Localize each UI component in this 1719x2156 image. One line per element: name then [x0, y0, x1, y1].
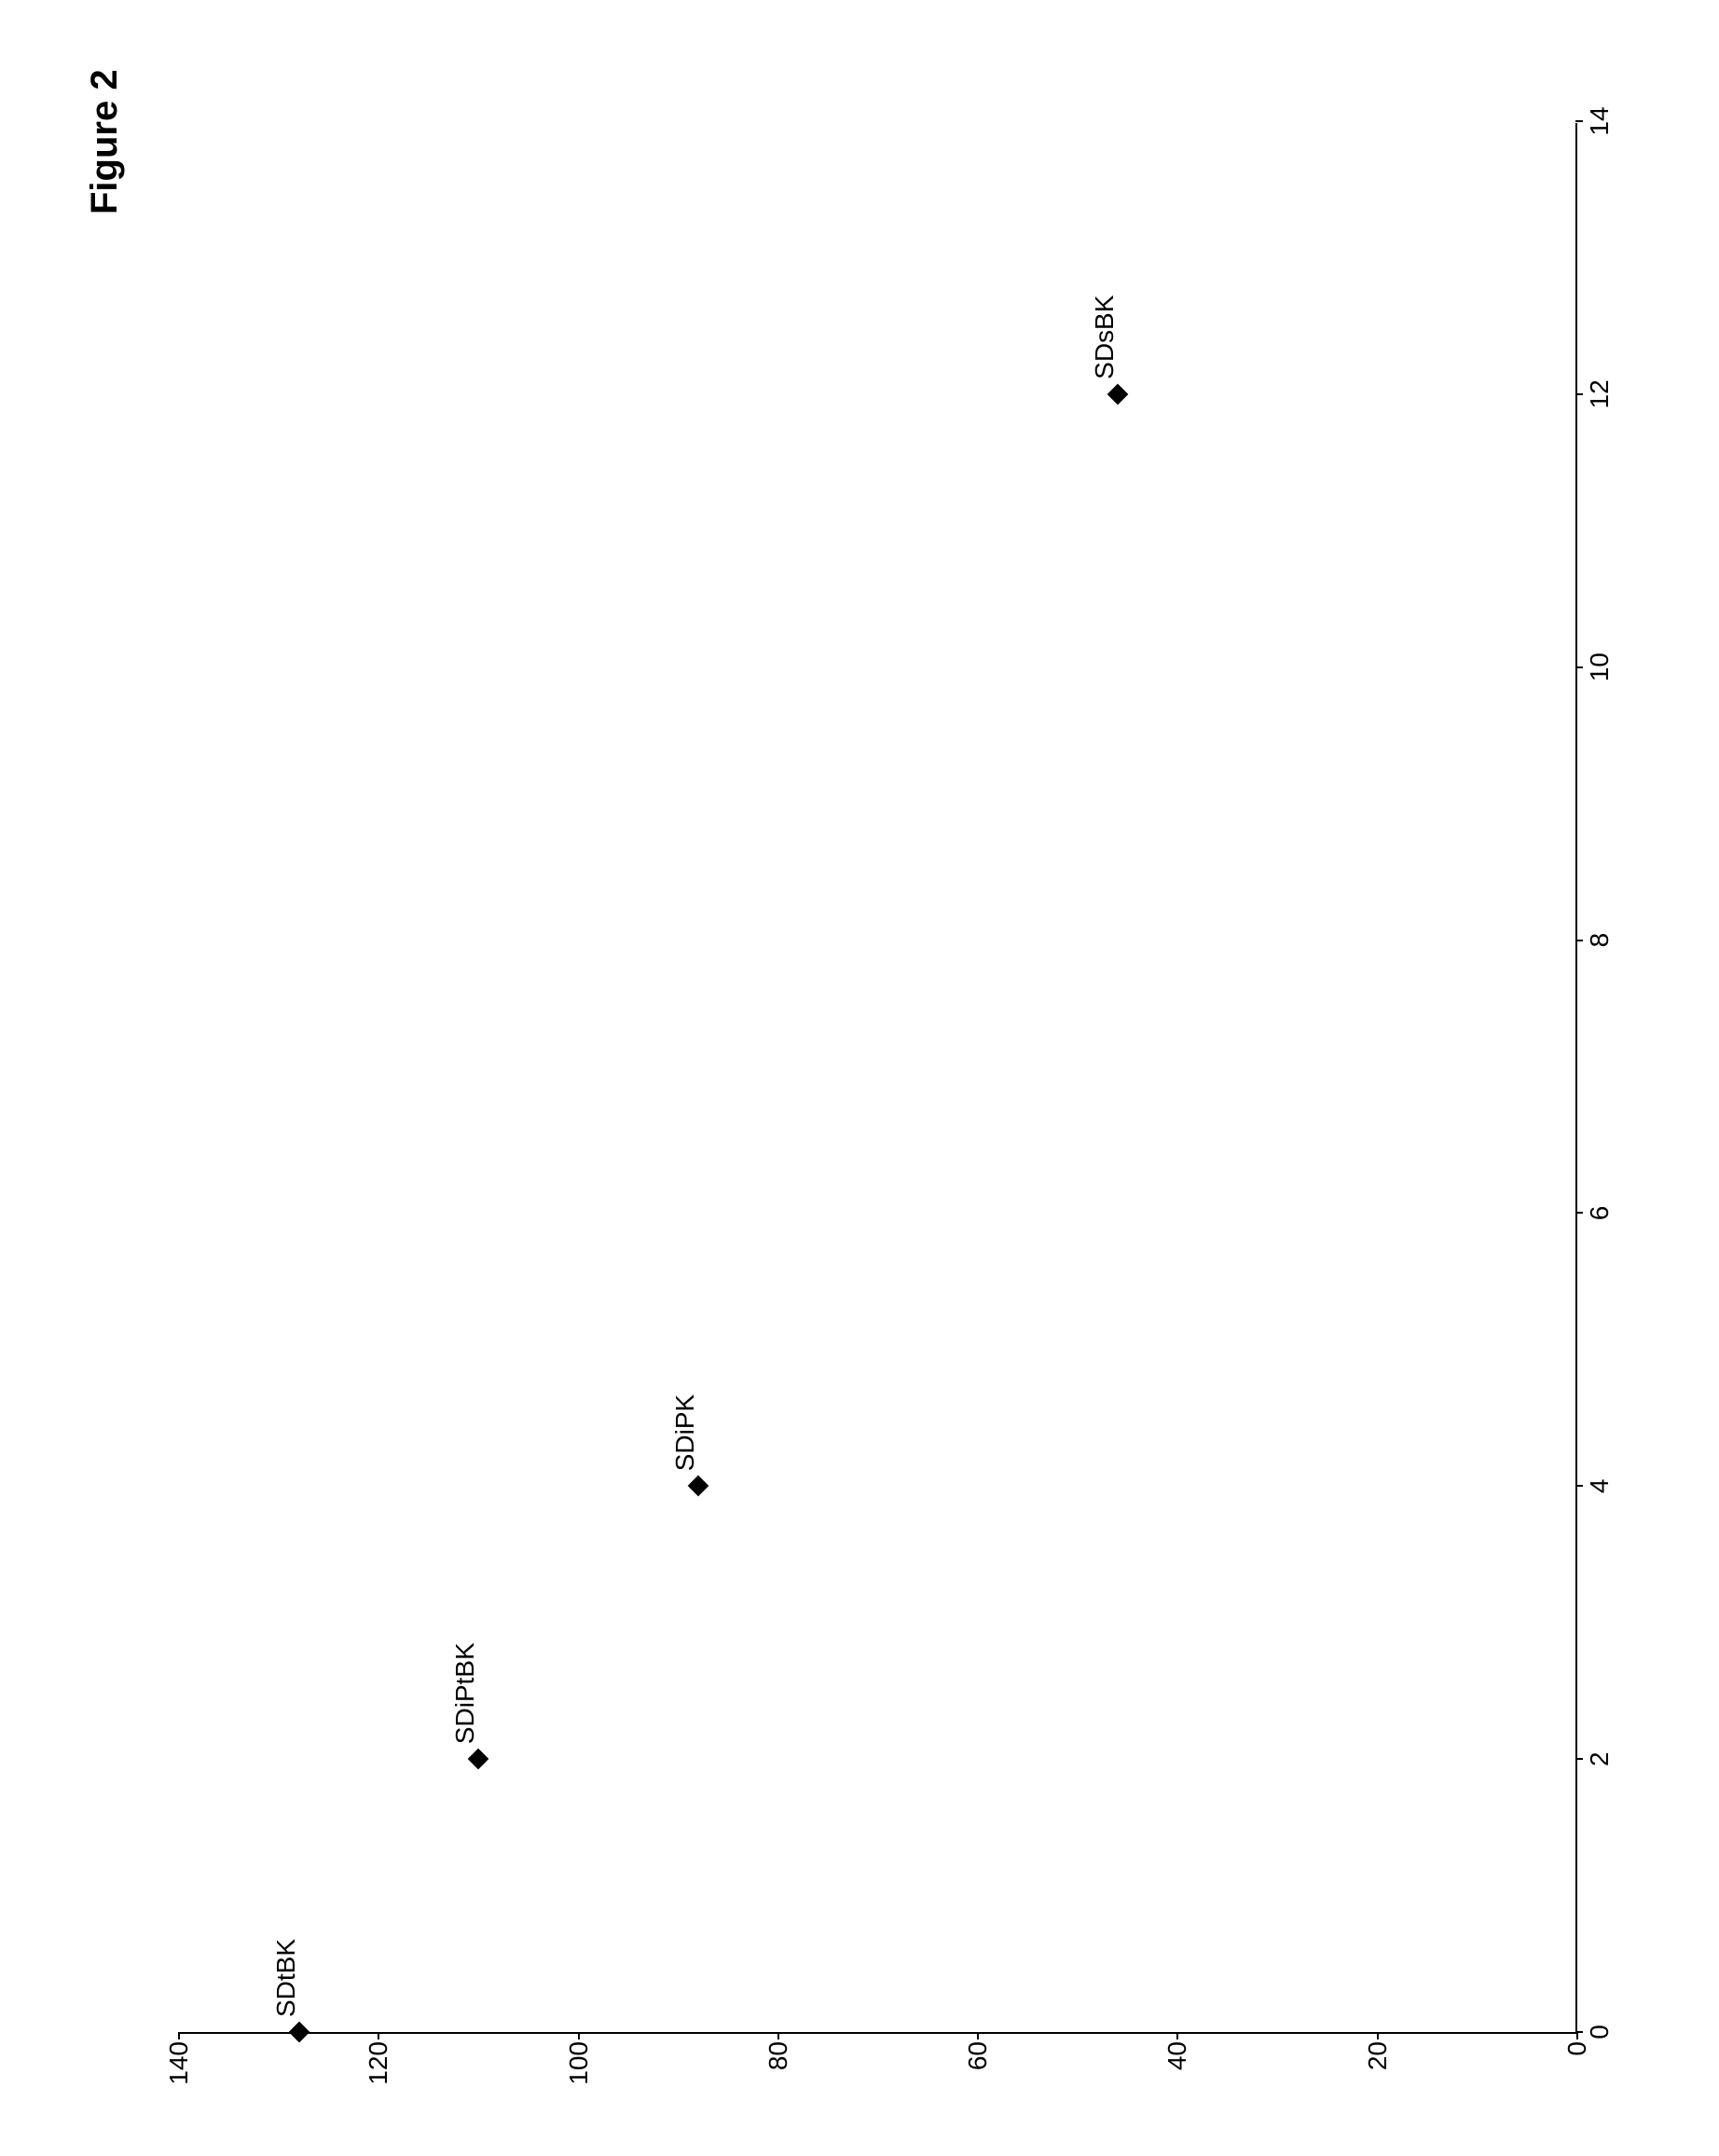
data-point — [288, 2021, 309, 2042]
y-tick-mark — [777, 2032, 779, 2039]
plot-area: 02040608010012014002468101214SDtBKSDiPtB… — [179, 123, 1577, 2034]
x-tick-label: 10 — [1585, 652, 1615, 681]
x-tick-mark — [1575, 2031, 1583, 2033]
y-tick-mark — [578, 2032, 580, 2039]
x-tick-label: 8 — [1585, 932, 1615, 947]
y-tick-mark — [1377, 2032, 1379, 2039]
x-tick-label: 12 — [1585, 379, 1615, 408]
data-point-label: SDiPtBK — [450, 1642, 480, 1744]
y-tick-mark — [178, 2032, 180, 2039]
x-tick-mark — [1575, 666, 1583, 667]
y-tick-label: 40 — [1162, 2041, 1192, 2070]
x-tick-mark — [1575, 939, 1583, 941]
data-point — [468, 1748, 489, 1769]
y-tick-label: 20 — [1363, 2041, 1393, 2070]
scatter-chart: 0 20 40 60 80 100 120 140 0 2 4 6 8 10 12 14 SDtBK SDiPtB… — [160, 104, 1633, 2108]
y-tick-label: 120 — [364, 2041, 393, 2085]
y-tick-label: 60 — [963, 2041, 993, 2070]
x-tick-label: 14 — [1585, 106, 1615, 135]
data-point-label: SDiPK — [670, 1394, 700, 1470]
y-tick-mark — [977, 2032, 979, 2039]
data-point-label: SDtBK — [271, 1938, 301, 2016]
y-tick-label: 140 — [164, 2041, 194, 2085]
x-tick-mark — [1575, 1758, 1583, 1760]
y-tick-label: 0 — [1562, 2041, 1592, 2056]
data-point-label: SDsBK — [1090, 295, 1120, 378]
x-tick-label: 4 — [1585, 1478, 1615, 1493]
y-tick-mark — [1176, 2032, 1178, 2039]
figure-title: Figure 2 — [84, 69, 126, 214]
data-point — [1107, 383, 1129, 405]
x-tick-label: 2 — [1585, 1751, 1615, 1766]
y-tick-label: 80 — [763, 2041, 793, 2070]
x-tick-label: 6 — [1585, 1205, 1615, 1220]
y-tick-label: 100 — [564, 2041, 594, 2085]
x-tick-label: 0 — [1585, 2025, 1615, 2039]
x-tick-mark — [1575, 392, 1583, 394]
x-tick-mark — [1575, 120, 1583, 122]
data-point — [688, 1475, 709, 1496]
y-tick-mark — [378, 2032, 379, 2039]
x-tick-mark — [1575, 1212, 1583, 1214]
x-tick-mark — [1575, 1485, 1583, 1487]
